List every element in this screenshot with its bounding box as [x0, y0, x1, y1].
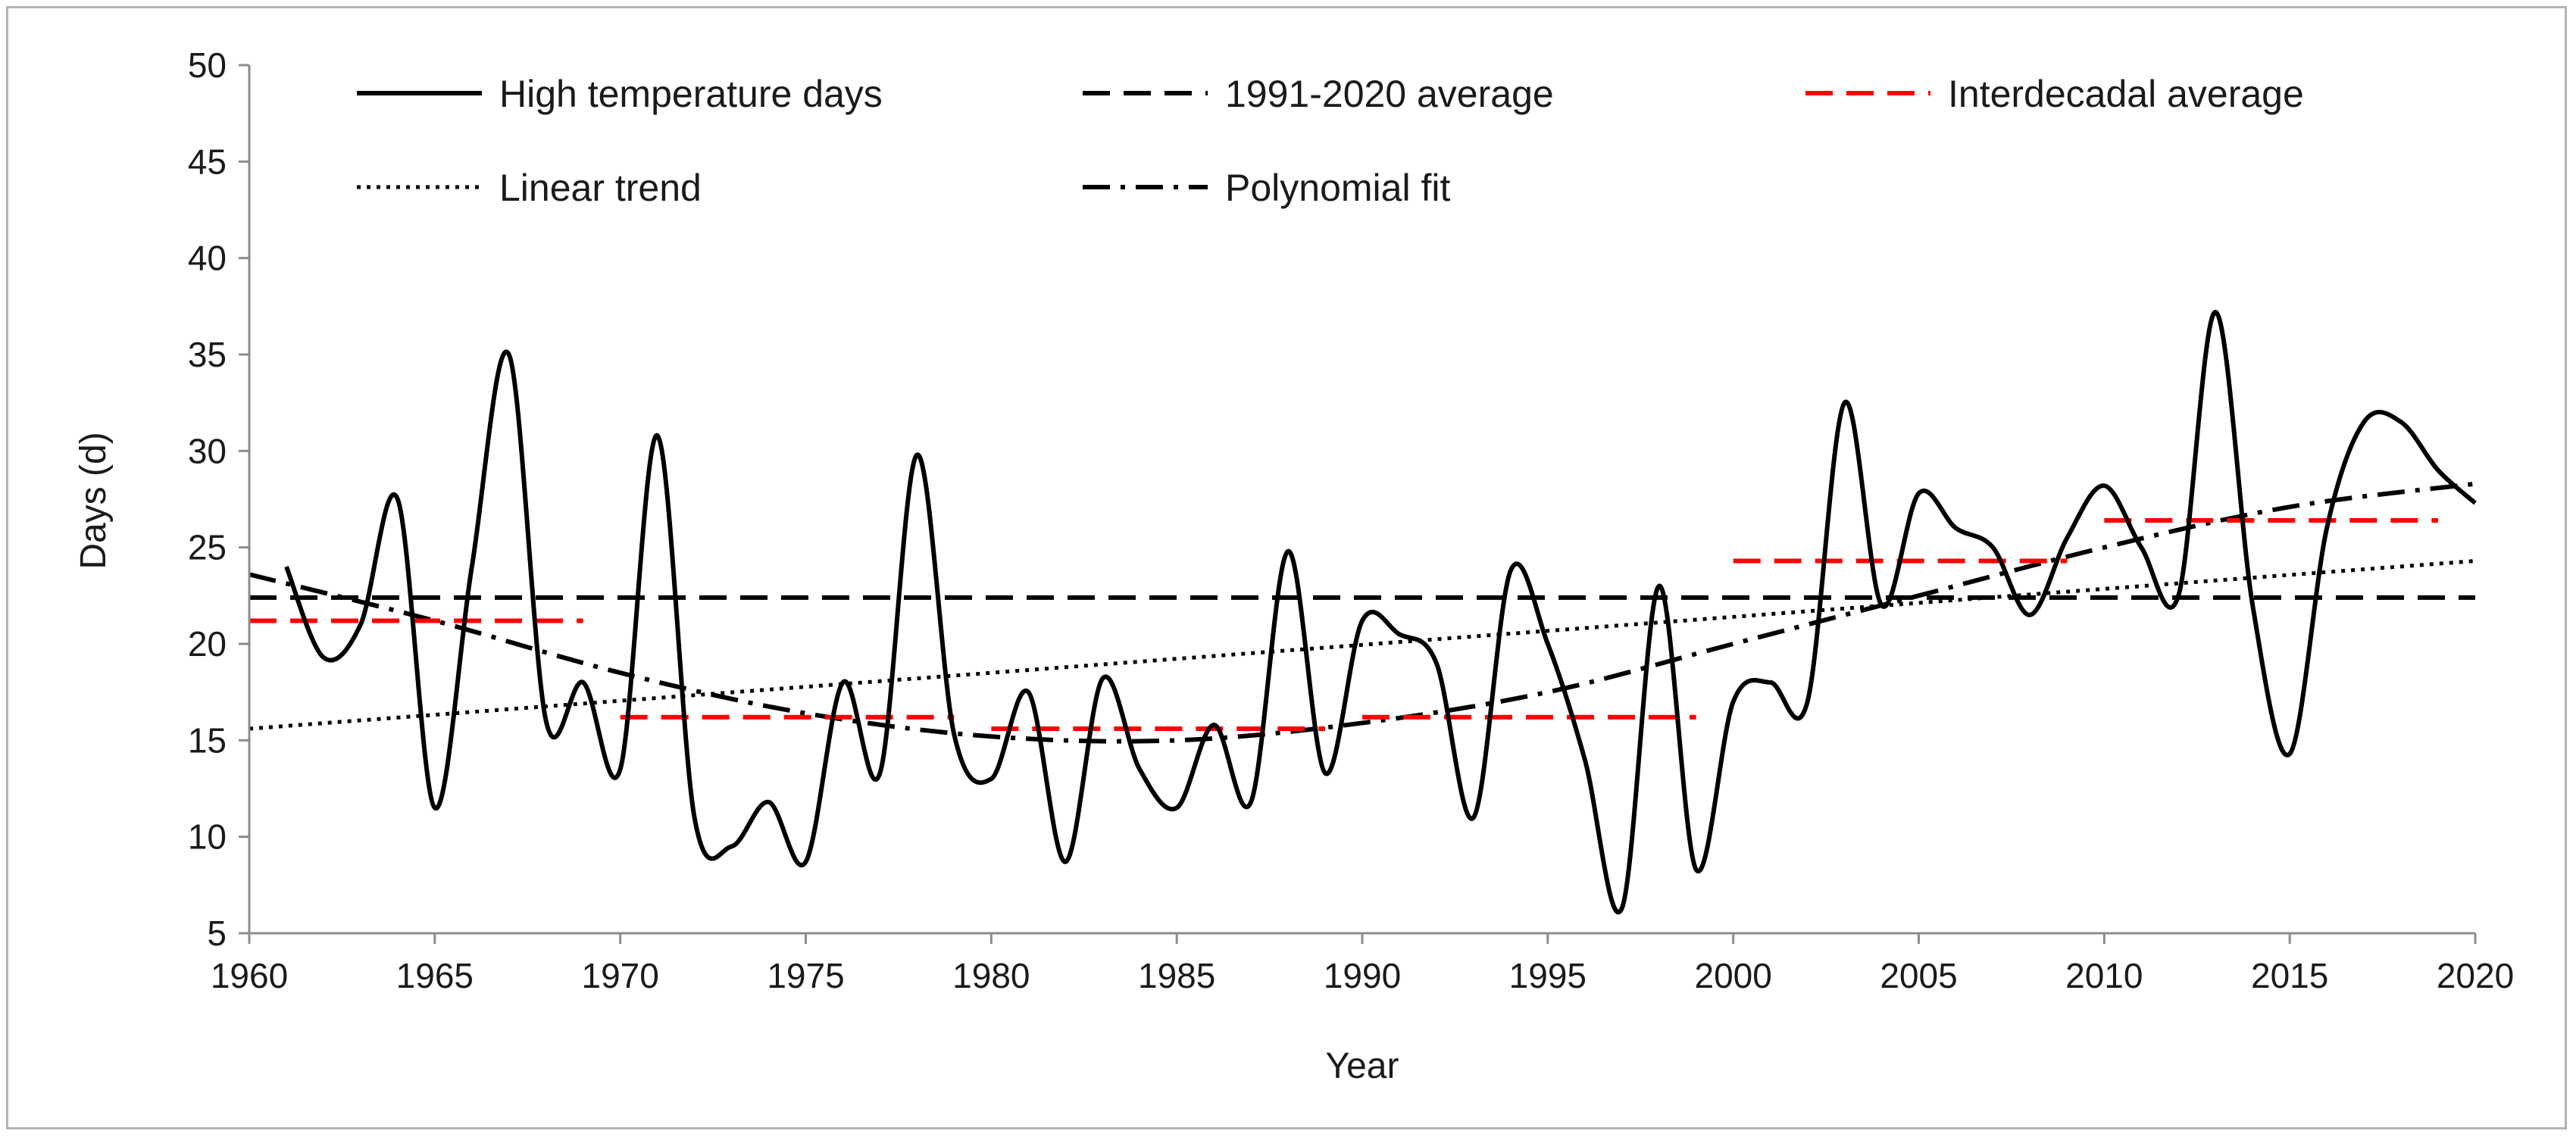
series-high-temperature-days-line: [284, 309, 2477, 915]
legend-label-linear: Linear trend: [499, 167, 702, 209]
series-linear-trend-line: [249, 559, 2476, 731]
x-tick-label-1965: 1965: [396, 956, 474, 995]
y-tick-label-15: 15: [188, 720, 227, 760]
x-tick-label-1975: 1975: [767, 956, 844, 995]
y-tick-label-45: 45: [188, 142, 227, 181]
y-tick-label-35: 35: [188, 335, 227, 374]
legend-label-high: High temperature days: [499, 73, 883, 115]
ticks: 5 10 15 20 25 30 35 40 45 50 1960 1965 1970 1975 1980 1…: [188, 45, 2514, 995]
legend: High temperature days 1991-2020 average …: [357, 73, 2304, 209]
y-tick-label-10: 10: [188, 817, 227, 857]
chart-frame: 5 10 15 20 25 30 35 40 45 50 1960 1965 1970 1975 1980 1…: [6, 6, 2567, 1129]
x-tick-label-2015: 2015: [2251, 956, 2328, 995]
x-tick-label-1985: 1985: [1138, 956, 1215, 995]
x-tick-label-2000: 2000: [1694, 956, 1771, 995]
y-tick-label-5: 5: [207, 914, 227, 953]
legend-item-high: High temperature days: [357, 73, 883, 115]
x-axis-title: Year: [1326, 1046, 1399, 1086]
y-tick-label-25: 25: [188, 528, 227, 567]
y-tick-label-30: 30: [188, 431, 227, 470]
y-tick-label-20: 20: [188, 624, 227, 664]
x-tick-label-1995: 1995: [1509, 956, 1587, 995]
line-chart: 5 10 15 20 25 30 35 40 45 50 1960 1965 1970 1975 1980 1…: [73, 45, 2514, 1086]
legend-item-linear: Linear trend: [357, 167, 702, 209]
x-tick-label-2020: 2020: [2437, 956, 2514, 995]
legend-label-avg1991: 1991-2020 average: [1225, 73, 1554, 115]
legend-item-avg1991: 1991-2020 average: [1083, 73, 1554, 115]
legend-label-poly: Polynomial fit: [1225, 167, 1450, 209]
x-tick-label-1960: 1960: [211, 956, 288, 995]
x-tick-label-2005: 2005: [1880, 956, 1957, 995]
x-tick-label-2010: 2010: [2065, 956, 2143, 995]
series-polynomial-fit-line: [249, 481, 2476, 744]
plot-area: [249, 309, 2477, 915]
legend-label-inter: Interdecadal average: [1948, 73, 2304, 115]
y-tick-label-50: 50: [188, 45, 227, 85]
y-axis-title: Days (d): [73, 432, 114, 569]
legend-item-poly: Polynomial fit: [1083, 167, 1450, 209]
legend-item-inter: Interdecadal average: [1805, 73, 2304, 115]
x-tick-label-1990: 1990: [1324, 956, 1401, 995]
x-tick-label-1980: 1980: [952, 956, 1030, 995]
y-tick-label-40: 40: [188, 239, 227, 278]
x-tick-label-1970: 1970: [581, 956, 658, 995]
